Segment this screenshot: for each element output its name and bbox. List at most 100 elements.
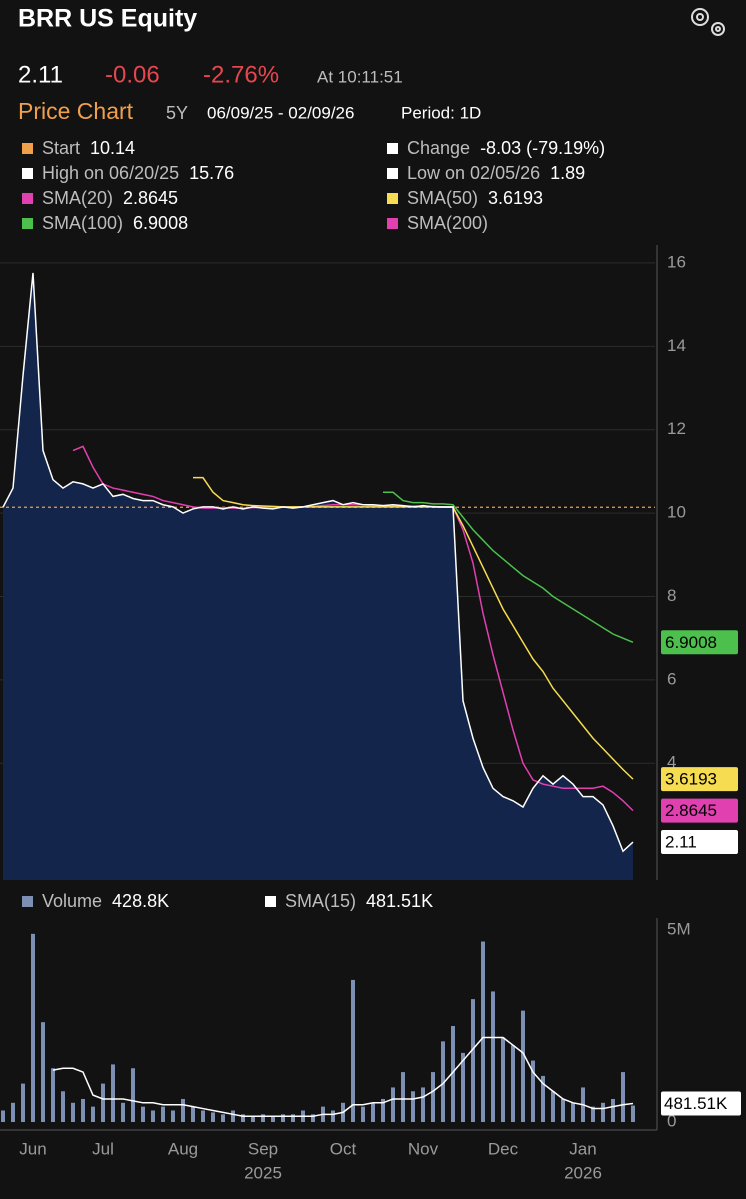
volume-bar	[181, 1098, 185, 1122]
volume-sma-line	[52, 1036, 634, 1117]
volume-bar	[251, 1116, 255, 1122]
volume-bar	[51, 1068, 55, 1122]
price-area	[3, 272, 633, 880]
y-tick-label: 10	[667, 503, 686, 522]
volume-bar	[331, 1110, 335, 1122]
legend-label: SMA(200)	[407, 213, 488, 233]
x-tick-label: Jun	[19, 1139, 46, 1158]
volume-bar	[141, 1106, 145, 1122]
volume-bar	[311, 1114, 315, 1122]
sma-line	[383, 491, 634, 644]
volume-bar	[401, 1072, 405, 1122]
volume-bar	[261, 1114, 265, 1122]
price-line	[2, 272, 634, 853]
year-label: 2026	[564, 1163, 602, 1182]
legend-label: SMA(20)	[42, 188, 113, 208]
volume-bar	[611, 1098, 615, 1122]
legend-label: Change	[407, 138, 470, 158]
y-tick-label: 6	[667, 669, 676, 688]
sma-line	[72, 445, 634, 812]
volume-bar	[501, 1037, 505, 1122]
volume-bar	[461, 1052, 465, 1122]
volume-bar	[271, 1116, 275, 1122]
volume-bar	[481, 941, 485, 1122]
volume-bar	[491, 991, 495, 1122]
volume-bar	[131, 1068, 135, 1122]
price-change-pct: -2.76%	[203, 61, 279, 88]
x-tick-label: Jul	[92, 1139, 114, 1158]
volume-bar	[521, 1010, 525, 1122]
legend-value: 10.14	[90, 138, 135, 158]
period: Period: 1D	[401, 103, 481, 122]
volume-bar	[81, 1098, 85, 1122]
last-price: 2.11	[18, 61, 63, 88]
volume-bar	[201, 1110, 205, 1122]
legend-label: High on 06/20/25	[42, 163, 179, 183]
volume-bar	[421, 1087, 425, 1122]
legend-swatch	[22, 193, 33, 204]
date-range: 06/09/25 - 02/09/26	[207, 103, 354, 122]
volume-bar	[241, 1114, 245, 1122]
x-tick-label: Aug	[168, 1139, 198, 1158]
legend-label: SMA(100)	[42, 213, 123, 233]
volume-bar	[471, 999, 475, 1122]
price-change: -0.06	[105, 61, 160, 88]
volume-bar	[371, 1102, 375, 1122]
volume-bar	[161, 1106, 165, 1122]
settings-icon[interactable]	[691, 8, 725, 36]
legend-swatch	[265, 896, 276, 907]
legend-swatch	[22, 168, 33, 179]
value-tag	[661, 1091, 741, 1116]
legend-swatch	[22, 143, 33, 154]
x-tick-label: Nov	[408, 1139, 439, 1158]
legend-swatch	[387, 143, 398, 154]
value-tag	[661, 798, 738, 823]
volume-bar	[221, 1114, 225, 1122]
legend-swatch	[387, 193, 398, 204]
y-tick-label: 16	[667, 252, 686, 271]
value-tag-label: 481.51K	[664, 1094, 728, 1113]
volume-bar	[21, 1083, 25, 1122]
legend-value: 481.51K	[366, 891, 433, 911]
legend-value: 3.6193	[488, 188, 543, 208]
legend-value: 2.8645	[123, 188, 178, 208]
value-tag-label: 2.8645	[665, 801, 717, 820]
year-label: 2025	[244, 1163, 282, 1182]
legend-label: Low on 02/05/26	[407, 163, 540, 183]
volume-bar	[41, 1022, 45, 1122]
value-tag-label: 3.6193	[665, 770, 717, 789]
volume-bar	[571, 1102, 575, 1122]
volume-bar	[631, 1105, 635, 1122]
volume-bar	[451, 1026, 455, 1122]
volume-bar	[121, 1102, 125, 1122]
volume-bar	[31, 933, 35, 1122]
legend-swatch	[22, 218, 33, 229]
volume-bar	[1, 1110, 5, 1122]
volume-bar	[151, 1110, 155, 1122]
volume-bar	[111, 1064, 115, 1122]
y-tick-label: 4	[667, 753, 676, 772]
legend-value: 15.76	[189, 163, 234, 183]
y-tick-label: 14	[667, 336, 686, 355]
volume-bar	[441, 1041, 445, 1122]
range[interactable]: 5Y	[166, 103, 188, 123]
volume-bar	[591, 1106, 595, 1122]
volume-bar	[601, 1102, 605, 1122]
legend-swatch	[387, 218, 398, 229]
volume-bar	[11, 1102, 15, 1122]
legend-value: -8.03 (-79.19%)	[480, 138, 605, 158]
volume-bar	[361, 1106, 365, 1122]
legend-label: Start	[42, 138, 80, 158]
volume-bar	[231, 1110, 235, 1122]
volume-bar	[281, 1114, 285, 1122]
legend-swatch	[22, 896, 33, 907]
x-tick-label: Sep	[248, 1139, 278, 1158]
volume-bar	[101, 1083, 105, 1122]
volume-bar	[551, 1091, 555, 1122]
legend-swatch	[387, 168, 398, 179]
value-tag	[661, 767, 738, 792]
y-tick-label: 8	[667, 586, 676, 605]
chart-label: Price Chart	[18, 98, 134, 124]
value-tag	[661, 830, 738, 855]
